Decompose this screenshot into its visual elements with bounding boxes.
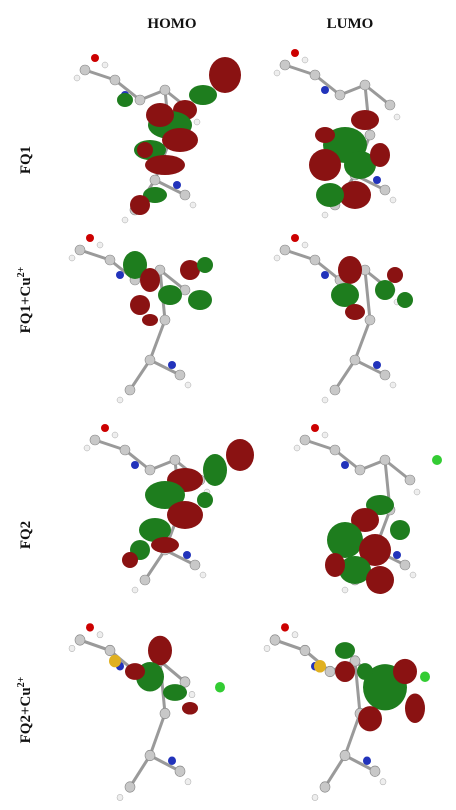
row-label: FQ1 [18,146,34,174]
column-header: LUMO [327,16,374,32]
orbital-panel [69,234,213,403]
row-label-text: FQ1+Cu [18,277,34,333]
row-label-text: FQ2 [18,521,34,549]
row-label: FQ2+Cu2+ [16,676,34,743]
row-label-text: FQ1 [18,146,34,174]
row-label-sup: 2+ [16,676,27,687]
orbital-panel [69,623,225,800]
figure: HOMO LUMO FQ1 FQ1+Cu2+ FQ2 FQ2+Cu2+ [0,0,456,810]
orbital-panel [274,234,413,403]
orbital-panel [294,424,442,594]
row-label: FQ1+Cu2+ [16,266,34,333]
row-label: FQ2 [18,521,34,549]
orbital-panel [84,424,254,593]
orbital-panel [274,49,400,218]
orbital-panel [74,54,241,223]
row-label-sup: 2+ [16,266,27,277]
orbital-panel [264,623,430,800]
column-header: HOMO [147,16,196,32]
row-label-text: FQ2+Cu [18,687,34,743]
